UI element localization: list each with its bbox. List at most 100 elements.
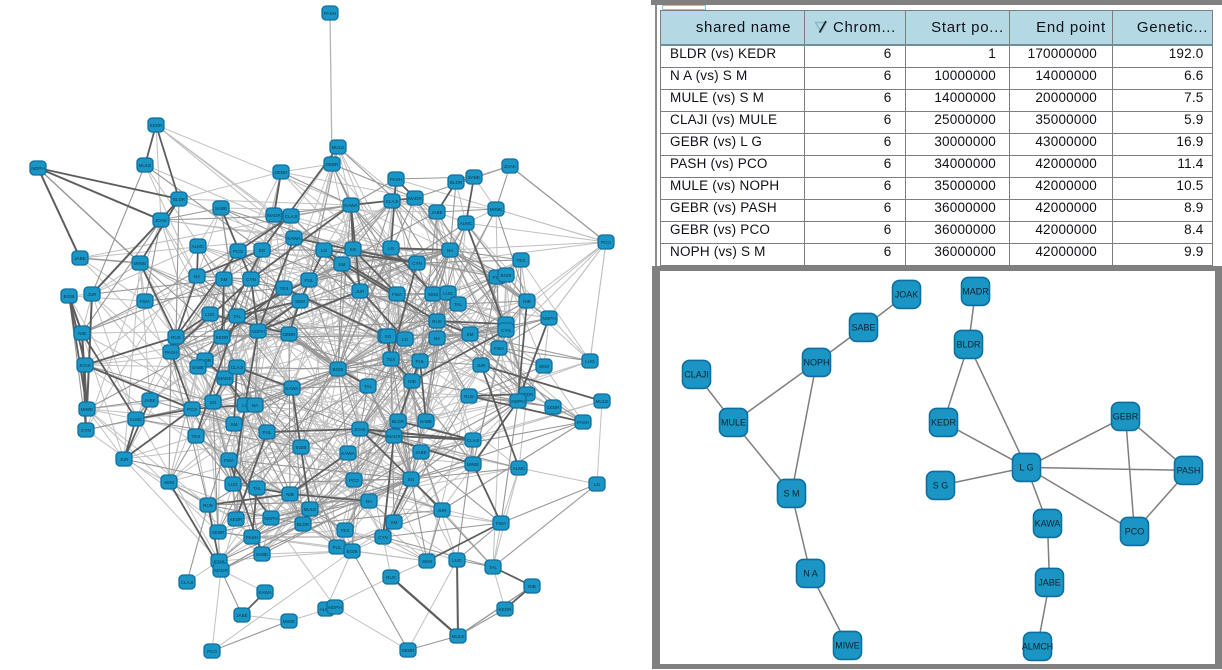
svg-text:KEDR: KEDR xyxy=(930,417,956,427)
svg-text:TEX: TEX xyxy=(192,434,201,439)
svg-text:JABE: JABE xyxy=(144,398,156,403)
svg-text:LG: LG xyxy=(242,403,249,408)
svg-text:KEDR: KEDR xyxy=(499,607,512,612)
svg-text:PASH: PASH xyxy=(246,535,258,540)
svg-text:MIWE: MIWE xyxy=(467,462,480,467)
svg-text:RUS: RUS xyxy=(464,394,474,399)
svg-text:BGIB: BGIB xyxy=(333,367,344,372)
svg-text:MULE: MULE xyxy=(596,399,609,404)
svg-text:MIWE: MIWE xyxy=(134,261,147,266)
svg-text:PUL: PUL xyxy=(333,545,342,550)
svg-text:GEBR: GEBR xyxy=(401,648,415,653)
svg-text:S G: S G xyxy=(932,480,948,490)
svg-text:PCO: PCO xyxy=(187,407,197,412)
svg-text:NA: NA xyxy=(434,336,441,341)
svg-text:ALMC: ALMC xyxy=(513,466,526,471)
svg-text:PCO: PCO xyxy=(1124,526,1144,536)
svg-text:PCO: PCO xyxy=(349,478,359,483)
svg-text:RUS: RUS xyxy=(386,575,396,580)
svg-text:SEM: SEM xyxy=(422,559,432,564)
svg-text:NA: NA xyxy=(252,403,259,408)
svg-text:JOAK: JOAK xyxy=(354,427,367,432)
svg-text:RUS: RUS xyxy=(203,503,213,508)
svg-text:BGIB: BGIB xyxy=(347,549,358,554)
svg-text:MIWE: MIWE xyxy=(283,619,296,624)
svg-text:PUL: PUL xyxy=(416,359,425,364)
svg-text:CLAJI: CLAJI xyxy=(285,214,298,219)
svg-text:LG: LG xyxy=(321,248,328,253)
svg-text:MULE: MULE xyxy=(720,417,745,427)
svg-text:MADR: MADR xyxy=(218,376,232,381)
svg-text:SG: SG xyxy=(350,247,357,252)
svg-text:JUR: JUR xyxy=(438,508,448,513)
svg-text:RUS: RUS xyxy=(432,319,442,324)
svg-text:NOPH: NOPH xyxy=(264,516,277,521)
svg-text:PASH: PASH xyxy=(165,350,177,355)
svg-text:SM: SM xyxy=(391,520,398,525)
svg-text:BLDR: BLDR xyxy=(173,197,186,202)
svg-text:SABE: SABE xyxy=(851,322,875,332)
svg-text:CLAJI: CLAJI xyxy=(467,438,480,443)
svg-text:PASH: PASH xyxy=(1176,465,1200,475)
svg-text:KAWA: KAWA xyxy=(285,386,299,391)
svg-text:LUG: LUG xyxy=(205,312,215,317)
svg-text:MIWE: MIWE xyxy=(81,407,94,412)
svg-text:FWA: FWA xyxy=(496,521,507,526)
svg-text:SABE: SABE xyxy=(192,365,204,370)
svg-text:CLAJI: CLAJI xyxy=(231,365,244,370)
svg-text:PASH: PASH xyxy=(390,177,402,182)
svg-text:CLAJI: CLAJI xyxy=(386,199,399,204)
svg-text:JABE: JABE xyxy=(415,450,427,455)
svg-text:JABE: JABE xyxy=(74,256,86,261)
svg-text:JOAK: JOAK xyxy=(504,164,517,169)
svg-text:JABE: JABE xyxy=(431,210,443,215)
svg-text:BGIB: BGIB xyxy=(296,445,307,450)
svg-text:BGIB: BGIB xyxy=(501,273,512,278)
svg-text:TEX: TEX xyxy=(517,258,526,263)
svg-text:MIWE: MIWE xyxy=(835,640,860,650)
svg-text:GEBR: GEBR xyxy=(546,405,560,410)
svg-text:JUR: JUR xyxy=(356,289,366,294)
svg-text:SG: SG xyxy=(385,334,392,339)
svg-text:JABE: JABE xyxy=(236,613,248,618)
svg-text:NIB: NIB xyxy=(286,492,294,497)
svg-text:NIB: NIB xyxy=(78,331,86,336)
svg-text:NA: NA xyxy=(194,274,201,279)
svg-text:NOPH: NOPH xyxy=(511,399,524,404)
svg-text:JUR: JUR xyxy=(120,457,130,462)
svg-text:MADR: MADR xyxy=(962,286,989,296)
svg-text:BLDR: BLDR xyxy=(450,180,463,185)
svg-text:JOAK: JOAK xyxy=(213,559,226,564)
svg-text:GEBR: GEBR xyxy=(325,162,339,167)
svg-text:CYN: CYN xyxy=(501,328,511,333)
svg-text:MIWE: MIWE xyxy=(490,207,503,212)
svg-text:LG: LG xyxy=(388,246,395,251)
svg-text:SABE: SABE xyxy=(420,419,432,424)
svg-text:NIB: NIB xyxy=(408,379,416,384)
svg-text:BLDR: BLDR xyxy=(297,522,310,527)
svg-text:SM: SM xyxy=(339,262,346,267)
svg-text:TEX: TEX xyxy=(280,286,289,291)
svg-text:GEBR: GEBR xyxy=(211,530,225,535)
svg-text:NOPH: NOPH xyxy=(542,316,555,321)
svg-text:PASH: PASH xyxy=(577,420,589,425)
svg-text:ALMCH: ALMCH xyxy=(1021,641,1053,651)
svg-text:JUR: JUR xyxy=(88,292,98,297)
svg-text:GEBR: GEBR xyxy=(282,332,296,337)
svg-text:BGIB: BGIB xyxy=(64,294,75,299)
svg-text:RUS: RUS xyxy=(171,335,181,340)
svg-text:SEM: SEM xyxy=(539,364,549,369)
svg-text:GEBR: GEBR xyxy=(274,170,288,175)
svg-text:NIB: NIB xyxy=(528,584,536,589)
svg-text:BLDR: BLDR xyxy=(199,358,212,363)
svg-text:TAL: TAL xyxy=(253,486,262,491)
svg-text:SG: SG xyxy=(210,400,217,405)
svg-text:BLDR: BLDR xyxy=(956,339,981,349)
svg-text:JABE: JABE xyxy=(1038,577,1061,587)
svg-text:TAL: TAL xyxy=(489,565,498,570)
svg-text:MULE: MULE xyxy=(304,507,317,512)
svg-text:LG: LG xyxy=(594,482,601,487)
svg-text:FWA: FWA xyxy=(494,346,505,351)
svg-text:CYN: CYN xyxy=(412,261,422,266)
svg-text:MULE: MULE xyxy=(452,634,465,639)
